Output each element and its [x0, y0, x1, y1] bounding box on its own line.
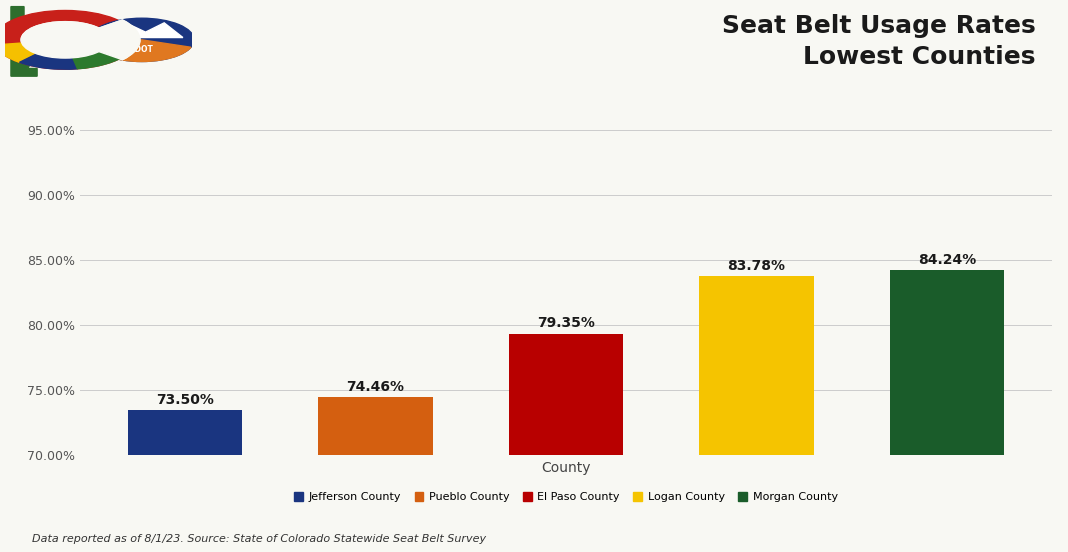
- Text: 73.50%: 73.50%: [156, 392, 214, 407]
- Text: 74.46%: 74.46%: [346, 380, 405, 394]
- Text: 83.78%: 83.78%: [727, 259, 786, 273]
- Circle shape: [90, 18, 194, 61]
- Circle shape: [21, 22, 109, 58]
- Polygon shape: [108, 23, 183, 38]
- Wedge shape: [93, 40, 191, 61]
- Bar: [890, 270, 1004, 455]
- Text: 84.24%: 84.24%: [918, 253, 976, 267]
- Text: Seat Belt Usage Rates
Lowest Counties: Seat Belt Usage Rates Lowest Counties: [722, 14, 1036, 69]
- X-axis label: County: County: [541, 461, 591, 475]
- Wedge shape: [0, 43, 36, 62]
- Bar: [128, 410, 242, 455]
- Legend: Jefferson County, Pueblo County, El Paso County, Logan County, Morgan County: Jefferson County, Pueblo County, El Paso…: [289, 488, 843, 507]
- Polygon shape: [11, 7, 43, 76]
- Bar: [508, 333, 624, 455]
- Circle shape: [0, 10, 137, 69]
- Wedge shape: [65, 20, 140, 60]
- Text: 79.35%: 79.35%: [537, 316, 595, 331]
- Wedge shape: [65, 20, 140, 60]
- Circle shape: [21, 22, 109, 58]
- Bar: [700, 276, 814, 455]
- Wedge shape: [73, 49, 127, 69]
- Wedge shape: [19, 54, 78, 69]
- Text: CDOT: CDOT: [130, 45, 154, 54]
- Bar: [318, 397, 433, 455]
- Text: Data reported as of 8/1/23. Source: State of Colorado Statewide Seat Belt Survey: Data reported as of 8/1/23. Source: Stat…: [32, 534, 486, 544]
